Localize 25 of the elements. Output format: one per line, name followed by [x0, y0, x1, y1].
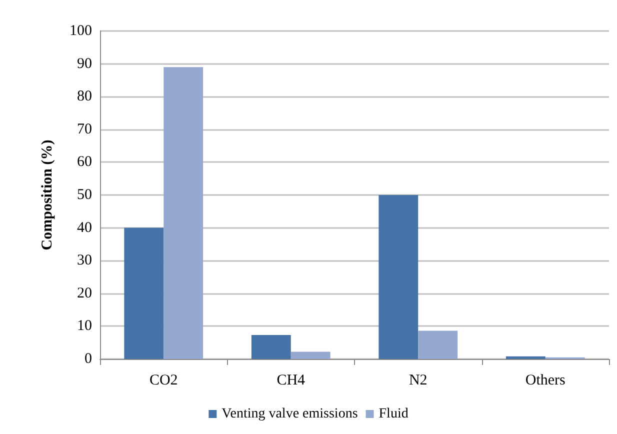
y-tick-label: 100: [70, 23, 92, 39]
bar: [164, 67, 204, 359]
x-tick-label: Others: [525, 372, 566, 388]
bar: [418, 330, 458, 359]
bar: [290, 352, 330, 359]
legend-label: Fluid: [378, 406, 408, 422]
y-tick-label: 10: [77, 318, 92, 334]
x-tick-label: CO2: [149, 372, 178, 388]
y-tick-label: 30: [77, 252, 92, 269]
bar: [251, 335, 291, 359]
y-tick-label: 40: [77, 220, 92, 236]
y-tick-label: 80: [77, 88, 92, 105]
x-tick-label: N2: [408, 372, 428, 388]
y-tick-label: 50: [77, 187, 92, 203]
y-tick-label: 60: [77, 154, 92, 170]
y-tick-label: 90: [77, 56, 92, 72]
legend-label: Venting valve emissions: [222, 406, 358, 422]
y-tick-label: 20: [77, 285, 92, 302]
x-tick-label: CH4: [276, 372, 306, 388]
bar: [506, 356, 546, 359]
bar: [124, 228, 164, 359]
y-axis-title: Composition (%): [40, 140, 56, 250]
y-tick-label: 0: [84, 351, 92, 367]
y-tick-label: 70: [77, 121, 92, 138]
bar: [378, 195, 418, 359]
